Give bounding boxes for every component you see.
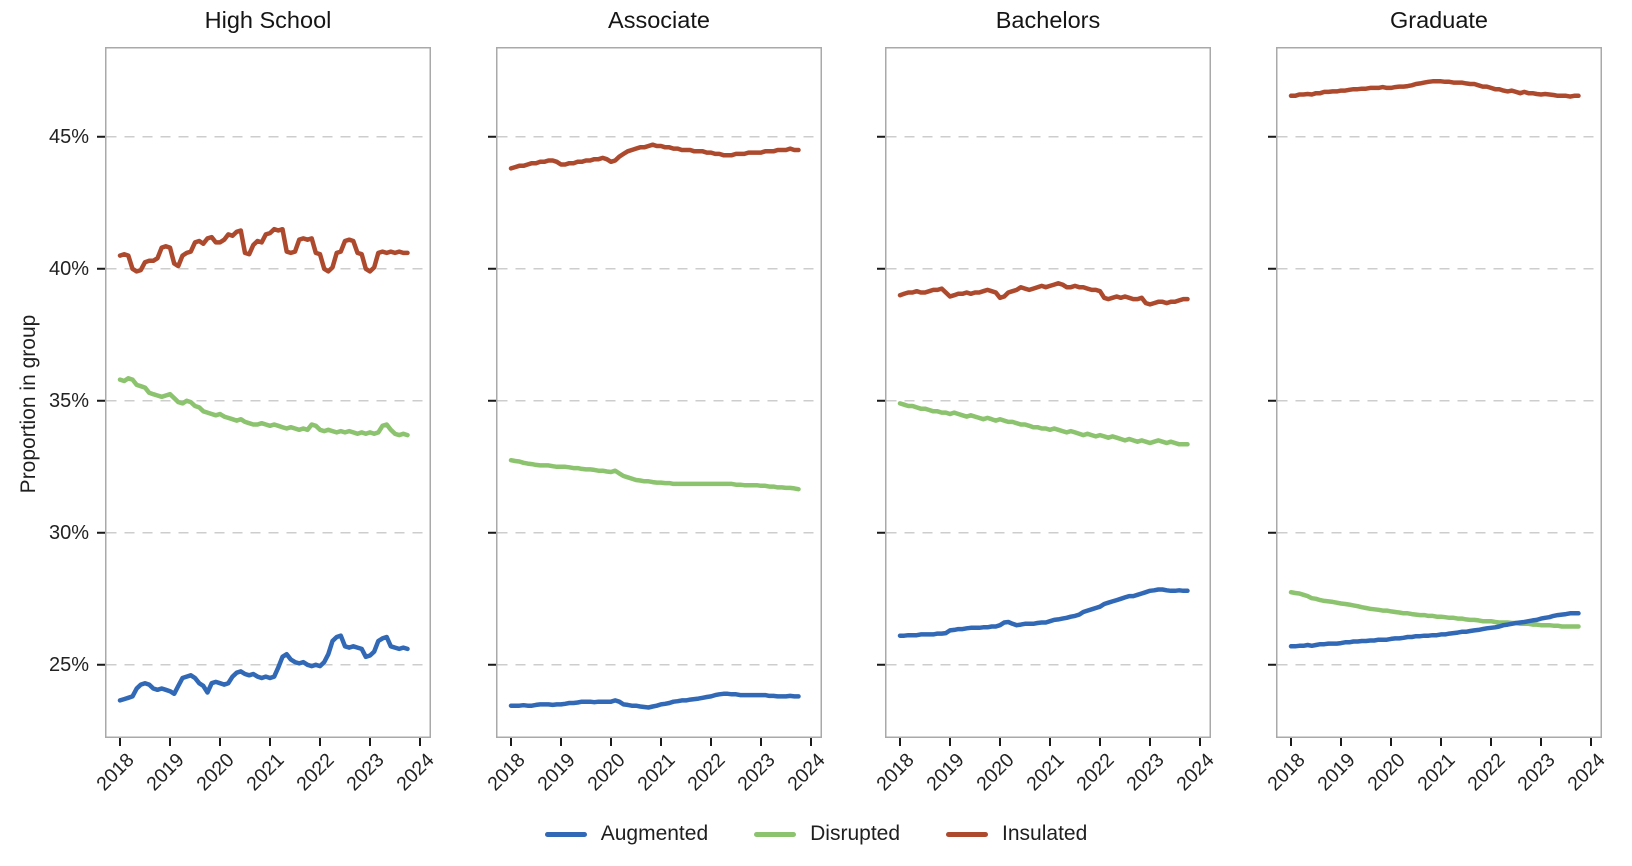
facet-title: Bachelors: [995, 7, 1101, 33]
x-tick-label: 2023: [1122, 749, 1169, 796]
plot-area: [1268, 47, 1602, 746]
x-tick-label: 2018: [1263, 749, 1310, 796]
x-tick-label: 2020: [1363, 749, 1410, 796]
legend-label: Disrupted: [810, 822, 901, 845]
series-line-insulated: [897, 281, 1190, 307]
x-tick-labels: 2018 2019 2020 2021 2022 2023 2024: [1263, 738, 1609, 818]
x-tick-label: 2022: [292, 749, 339, 796]
x-tick-labels: 2018 2019 2020 2021 2022 2023 2024: [483, 738, 829, 818]
x-tick-label: 2024: [392, 749, 439, 796]
plot-area: [97, 47, 431, 746]
x-tick-label: 2020: [583, 749, 630, 796]
x-tick-label: 2023: [733, 749, 780, 796]
legend-swatch-disrupted: [754, 831, 797, 837]
x-tick-label: 2024: [783, 749, 830, 796]
x-tick-label: 2020: [972, 749, 1019, 796]
legend-swatch-augmented: [544, 831, 587, 837]
series-line-augmented: [1288, 611, 1581, 649]
facet-title: High School: [204, 7, 332, 33]
facet-panel-graduate: Graduate 2018 2019 2020 2021 2022 2023 2024: [1263, 7, 1609, 795]
series-line-disrupted: [897, 401, 1190, 447]
series-line-insulated: [117, 226, 410, 274]
series-line-disrupted: [508, 457, 801, 492]
panel-border: [496, 47, 822, 738]
series-line-augmented: [117, 633, 410, 703]
y-tick-label: 40%: [48, 257, 89, 280]
legend-label: Insulated: [1002, 822, 1088, 845]
legend-item-disrupted: Disrupted: [754, 822, 900, 846]
y-tick-label: 35%: [48, 389, 89, 412]
panel-border: [885, 47, 1211, 738]
legend-label: Augmented: [600, 822, 709, 845]
series-line-disrupted: [1288, 589, 1581, 629]
legend-swatch-insulated: [946, 831, 989, 837]
facet-panel-associate: Associate 2018 2019 2020 2021 2022 2023 2024: [483, 7, 829, 795]
x-tick-labels: 2018 2019 2020 2021 2022 2023 2024: [872, 738, 1218, 818]
x-tick-label: 2018: [92, 749, 139, 796]
facet-title: Graduate: [1390, 7, 1488, 33]
x-tick-label: 2018: [872, 749, 919, 796]
x-tick-label: 2022: [1072, 749, 1119, 796]
x-tick-label: 2024: [1172, 749, 1219, 796]
x-tick-label: 2023: [1513, 749, 1560, 796]
x-tick-label: 2021: [1022, 749, 1069, 796]
panel-border: [1276, 47, 1602, 738]
x-tick-label: 2019: [533, 749, 580, 796]
y-tick-label: 30%: [48, 521, 89, 544]
series-line-insulated: [508, 142, 801, 171]
plot-area: [877, 47, 1211, 746]
plot-area: [488, 47, 822, 746]
facet-panel-high-school: High School 2018 2019 2020 2021 2022 2023 2024: [92, 7, 438, 795]
x-tick-labels: 2018 2019 2020 2021 2022 2023 2024: [92, 738, 438, 818]
x-tick-label: 2019: [1313, 749, 1360, 796]
x-tick-label: 2024: [1563, 749, 1610, 796]
series-line-augmented: [897, 587, 1190, 638]
x-tick-label: 2018: [483, 749, 530, 796]
x-tick-label: 2022: [1463, 749, 1510, 796]
facet-panel-bachelors: Bachelors 2018 2019 2020 2021 2022 2023 2024: [872, 7, 1218, 795]
panel-border: [105, 47, 431, 738]
facet-title: Associate: [608, 7, 710, 33]
x-tick-label: 2020: [192, 749, 239, 796]
series-line-augmented: [508, 691, 801, 710]
series-line-insulated: [1288, 79, 1581, 99]
y-tick-label: 45%: [48, 125, 89, 148]
x-tick-label: 2022: [683, 749, 730, 796]
legend-item-augmented: Augmented: [544, 822, 709, 846]
series-line-disrupted: [117, 376, 410, 438]
y-tick-labels: 45% 40% 35% 30% 25%: [0, 47, 98, 738]
x-tick-label: 2023: [342, 749, 389, 796]
x-tick-label: 2019: [142, 749, 189, 796]
legend-item-insulated: Insulated: [946, 822, 1087, 846]
x-tick-label: 2021: [1413, 749, 1460, 796]
x-tick-label: 2021: [242, 749, 289, 796]
y-tick-label: 25%: [48, 653, 89, 676]
legend: Augmented Disrupted Insulated: [0, 822, 1632, 846]
x-tick-label: 2021: [633, 749, 680, 796]
x-tick-label: 2019: [922, 749, 969, 796]
